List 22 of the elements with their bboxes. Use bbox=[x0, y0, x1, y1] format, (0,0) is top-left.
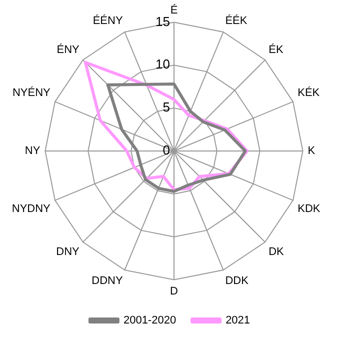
spoke-label: KÉK bbox=[298, 86, 320, 100]
spoke-label: DDNY bbox=[92, 275, 124, 288]
spoke-label: ÉK bbox=[268, 42, 284, 56]
spoke-label: DNY bbox=[56, 246, 80, 258]
spoke-label: É bbox=[170, 4, 178, 17]
spoke-label: DDK bbox=[225, 275, 250, 288]
legend-label: 2001-2020 bbox=[123, 314, 176, 327]
spoke-label: KDK bbox=[298, 202, 321, 215]
y-tick-label: 0 bbox=[162, 142, 170, 158]
spoke-label: ÉÉNY bbox=[92, 14, 124, 27]
legend-label: 2021 bbox=[226, 314, 250, 327]
spoke-label: DK bbox=[268, 246, 285, 258]
spoke-label: ÉÉK bbox=[225, 14, 248, 27]
y-tick-label: 10 bbox=[156, 56, 170, 72]
spoke-label: NY bbox=[24, 145, 41, 158]
spoke-label: NYÉNY bbox=[12, 86, 52, 100]
y-tick-label: 15 bbox=[156, 14, 170, 29]
spoke-label: NYDNY bbox=[12, 202, 52, 215]
spoke-label: K bbox=[308, 145, 316, 158]
spoke-label: D bbox=[170, 285, 178, 298]
spoke-label: ÉNY bbox=[56, 42, 80, 56]
y-tick-label: 5 bbox=[162, 100, 170, 115]
